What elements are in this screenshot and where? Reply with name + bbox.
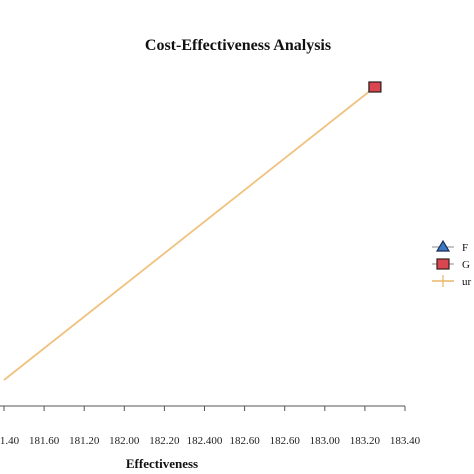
x-tick-label: 182.00 bbox=[109, 435, 140, 447]
series-line-ur bbox=[3, 86, 376, 381]
x-tick-label: 183.20 bbox=[350, 435, 381, 447]
legend-item-G: G bbox=[432, 258, 470, 271]
legend-marker-square bbox=[436, 258, 450, 270]
legend-item-F: F bbox=[432, 239, 468, 254]
x-tick-label: 182.400 bbox=[187, 435, 223, 447]
x-tick-label: 182.60 bbox=[270, 435, 301, 447]
legend-item-ur: ur bbox=[432, 275, 472, 288]
chart-title: Cost-Effectiveness Analysis bbox=[145, 37, 331, 54]
legend-label: F bbox=[462, 242, 468, 254]
x-axis-label: Effectiveness bbox=[126, 456, 198, 471]
x-tick-label: 182.20 bbox=[149, 435, 180, 447]
legend-marker-triangle bbox=[435, 239, 451, 252]
data-point-G bbox=[368, 81, 382, 93]
plot-area bbox=[3, 81, 382, 381]
x-tick-label: 181.40 bbox=[0, 435, 20, 447]
x-tick-label: 181.60 bbox=[29, 435, 60, 447]
legend-label: G bbox=[462, 259, 470, 271]
x-tick-label: 183.00 bbox=[310, 435, 341, 447]
x-axis-ticks: 181.40 181.60 181.20 182.00 182.20 182.400 182… bbox=[0, 406, 421, 447]
x-tick-label: 183.40 bbox=[390, 435, 421, 447]
legend-label: ur bbox=[462, 276, 472, 288]
x-tick-label: 182.60 bbox=[229, 435, 260, 447]
x-tick-label: 181.20 bbox=[69, 435, 100, 447]
